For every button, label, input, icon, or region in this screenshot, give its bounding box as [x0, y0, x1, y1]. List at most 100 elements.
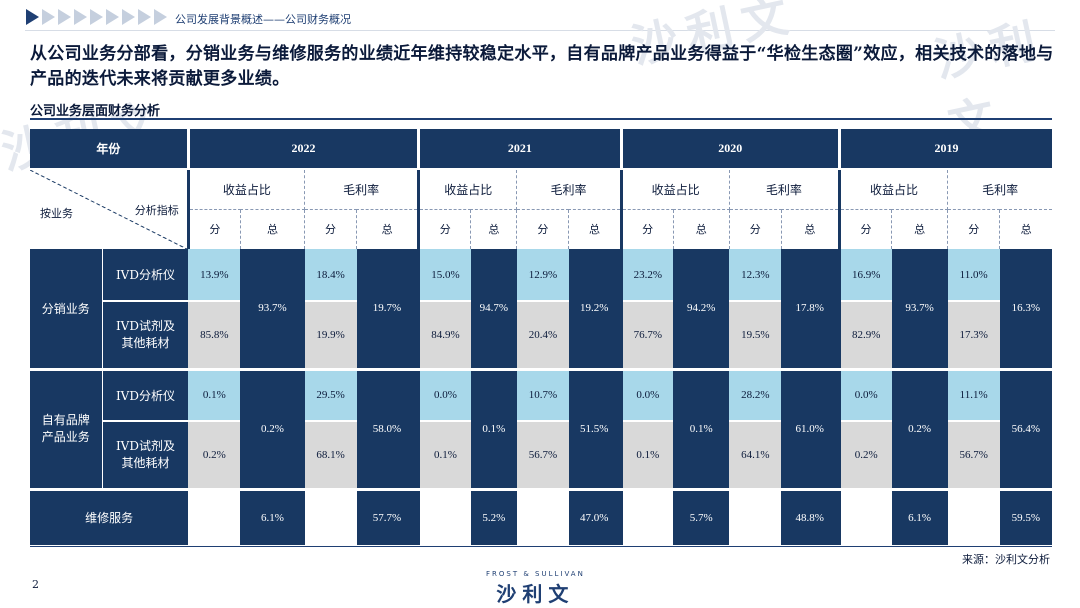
metric-revenue-share: 收益占比 [839, 169, 949, 210]
cell-own-analyzer-rev: 0.0% [839, 369, 892, 422]
metric-revenue-share: 收益占比 [418, 169, 518, 210]
cell-dist-reagent-gm: 17.3% [947, 301, 1000, 371]
cell-dist-analyzer-rev: 15.0% [418, 249, 471, 302]
section-arrows [26, 9, 167, 25]
cell-own-analyzer-gm: 10.7% [516, 369, 569, 422]
cell-own-gm-total: 56.4% [999, 369, 1052, 491]
cell-repair-empty [304, 489, 357, 545]
cell-repair-rev: 6.1% [240, 489, 305, 545]
sub-part: 分 [947, 209, 1001, 249]
cell-own-reagent-gm: 56.7% [516, 421, 569, 491]
cell-dist-rev-total: 93.7% [240, 249, 305, 371]
cell-repair-empty [516, 489, 569, 545]
sub-total: 总 [781, 209, 841, 249]
sub-total: 总 [999, 209, 1052, 249]
page-headline: 从公司业务分部看，分销业务与维修服务的业绩近年维持较稳定水平，自有品牌产品业务得… [30, 44, 1054, 89]
corner-header: 按业务 分析指标 [30, 169, 190, 249]
cell-dist-gm-total: 17.8% [781, 249, 841, 371]
cell-repair-gm: 48.8% [781, 489, 841, 545]
cell-own-reagent-gm: 64.1% [729, 421, 782, 491]
metric-gross-margin: 毛利率 [947, 169, 1052, 210]
page-number: 2 [32, 578, 39, 591]
metric-gross-margin: 毛利率 [304, 169, 421, 210]
sub-total: 总 [356, 209, 421, 249]
cell-dist-analyzer-gm: 12.9% [516, 249, 569, 302]
sub-total: 总 [891, 209, 949, 249]
metric-gross-margin: 毛利率 [516, 169, 623, 210]
sub-part: 分 [516, 209, 570, 249]
cell-dist-reagent-rev: 76.7% [621, 301, 674, 371]
breadcrumb: 公司发展背景概述——公司财务概况 [175, 13, 351, 26]
cell-repair-rev: 5.2% [470, 489, 517, 545]
sub-part: 分 [188, 209, 241, 249]
cell-repair-rev: 6.1% [891, 489, 948, 545]
logo-chinese: 沙利文 [496, 582, 575, 606]
sub-part: 分 [304, 209, 358, 249]
cell-dist-reagent-gm: 19.5% [729, 301, 782, 371]
brand-logo: FROST & SULLIVAN 沙利文 [486, 570, 585, 607]
cell-own-gm-total: 51.5% [568, 369, 623, 491]
financial-table: 年份 2022 2021 2020 2019 按业务 分析指标 收益占比 毛利率… [30, 129, 1052, 545]
sub-total: 总 [470, 209, 518, 249]
cell-own-rev-total: 0.1% [470, 369, 517, 491]
cell-dist-analyzer-gm: 12.3% [729, 249, 782, 302]
year-2020: 2020 [621, 129, 841, 170]
cell-own-analyzer-gm: 29.5% [304, 369, 357, 422]
cell-own-analyzer-rev: 0.0% [418, 369, 471, 422]
year-2022: 2022 [188, 129, 421, 170]
cell-dist-reagent-rev: 84.9% [418, 301, 471, 371]
header-divider [25, 30, 1055, 31]
cell-own-gm-total: 58.0% [356, 369, 421, 491]
cell-own-analyzer-gm: 28.2% [729, 369, 782, 422]
logo-english: FROST & SULLIVAN [486, 570, 585, 578]
table-title: 公司业务层面财务分析 [30, 104, 161, 119]
footer-divider [30, 546, 1052, 547]
cell-own-gm-total: 61.0% [781, 369, 841, 491]
cell-own-reagent-gm: 56.7% [947, 421, 1000, 491]
sub-part: 分 [418, 209, 472, 249]
cell-repair-rev: 5.7% [673, 489, 730, 545]
cell-dist-gm-total: 19.2% [568, 249, 623, 371]
cell-dist-analyzer-rev: 16.9% [839, 249, 892, 302]
title-underline [30, 118, 1052, 120]
cell-dist-analyzer-rev: 13.9% [188, 249, 241, 302]
year-2019: 2019 [839, 129, 1052, 170]
group-distribution: 分销业务 [30, 249, 103, 371]
sub-total: 总 [673, 209, 730, 249]
cell-repair-empty [621, 489, 674, 545]
cell-own-reagent-rev: 0.1% [621, 421, 674, 491]
item-ivd-analyzer: IVD分析仪 [101, 249, 189, 302]
year-2021: 2021 [418, 129, 623, 170]
metric-axis-label: 分析指标 [134, 205, 179, 217]
metric-revenue-share: 收益占比 [188, 169, 306, 210]
metric-revenue-share: 收益占比 [621, 169, 730, 210]
metric-gross-margin: 毛利率 [729, 169, 841, 210]
item-ivd-analyzer: IVD分析仪 [101, 369, 189, 422]
sub-part: 分 [839, 209, 893, 249]
item-ivd-reagent: IVD试剂及 其他耗材 [101, 421, 189, 491]
cell-repair-empty [418, 489, 471, 545]
cell-dist-reagent-gm: 20.4% [516, 301, 569, 371]
cell-own-analyzer-rev: 0.1% [188, 369, 241, 422]
cell-dist-reagent-gm: 19.9% [304, 301, 357, 371]
sub-total: 总 [568, 209, 623, 249]
sub-total: 总 [240, 209, 306, 249]
cell-dist-analyzer-gm: 11.0% [947, 249, 1000, 302]
cell-own-reagent-rev: 0.2% [188, 421, 241, 491]
cell-repair-gm: 59.5% [999, 489, 1052, 545]
cell-own-analyzer-rev: 0.0% [621, 369, 674, 422]
group-own-brand: 自有品牌 产品业务 [30, 369, 103, 491]
cell-own-rev-total: 0.1% [673, 369, 730, 491]
cell-own-rev-total: 0.2% [891, 369, 948, 491]
cell-own-rev-total: 0.2% [240, 369, 305, 491]
item-ivd-reagent: IVD试剂及 其他耗材 [101, 301, 189, 371]
cell-dist-rev-total: 94.7% [470, 249, 517, 371]
cell-repair-empty [839, 489, 892, 545]
cell-own-reagent-rev: 0.2% [839, 421, 892, 491]
cell-dist-reagent-rev: 82.9% [839, 301, 892, 371]
cell-repair-empty [947, 489, 1000, 545]
sub-part: 分 [729, 209, 782, 249]
year-header-label: 年份 [30, 129, 190, 170]
cell-repair-gm: 47.0% [568, 489, 623, 545]
business-axis-label: 按业务 [40, 208, 73, 220]
